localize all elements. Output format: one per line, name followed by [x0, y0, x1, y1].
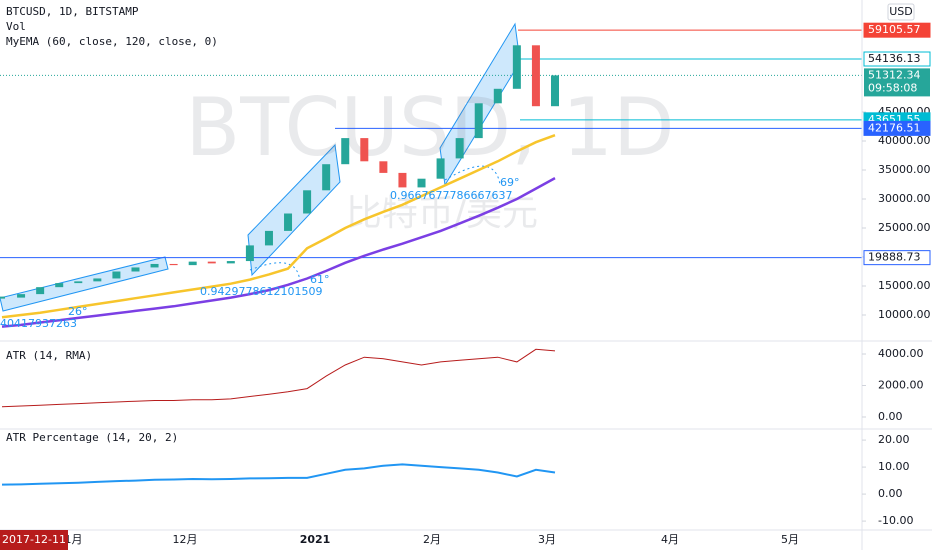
y-tick-label: 35000.00: [878, 163, 931, 176]
price-tag: [863, 120, 931, 136]
price-tag-label: 59105.57: [868, 23, 921, 36]
atr-pct-title: ATR Percentage (14, 20, 2): [6, 431, 178, 444]
candle: [436, 158, 445, 179]
candle: [493, 88, 502, 104]
plot-layer: 26° 61° 69° 0.9429778612101509 0.96676777866…: [0, 29, 862, 486]
atr-pane-line: [1, 348, 556, 408]
price-tag: [863, 250, 931, 266]
watermark-title: BTCUSD, 1D: [185, 81, 674, 174]
price-tag-label: 19888.73: [868, 251, 921, 264]
current-price-tag: [864, 68, 930, 97]
ema-title: MyEMA (60, close, 120, close, 0): [6, 35, 218, 48]
axis-layer: 10000.0015000.0020000.0025000.0030000.00…: [0, 22, 931, 550]
candle: [93, 278, 102, 282]
candle: [0, 296, 5, 299]
y-tick-label: 2000.00: [878, 379, 924, 392]
price-tag-label: 54136.13: [868, 52, 921, 65]
volume-title: Vol: [6, 20, 26, 33]
price-tag: [863, 51, 931, 67]
candle: [150, 263, 159, 268]
y-tick-label: 10.00: [878, 460, 910, 473]
candle: [455, 138, 464, 159]
y-tick-label: 4000.00: [878, 347, 924, 360]
candle: [264, 230, 273, 246]
price-tag-label: 42176.51: [868, 121, 921, 134]
drawing-label: 69°: [500, 176, 520, 189]
candle: [169, 263, 178, 266]
drawing-label: 0.9429778612101509: [200, 285, 322, 298]
drawing-label: 40417937263: [0, 317, 77, 330]
y-tick-label: -10.00: [878, 514, 913, 527]
candle: [55, 283, 64, 288]
crosshair-date-box: [0, 530, 68, 550]
candle: [207, 261, 216, 264]
atr-title: ATR (14, RMA): [6, 349, 92, 362]
drawing-label: 26°: [68, 305, 88, 318]
candle: [512, 45, 521, 89]
candle: [379, 161, 388, 173]
candle: [17, 294, 26, 298]
drawing-label: 0.9667677786667637: [390, 189, 512, 202]
crosshair-date: 2017-12-11: [2, 533, 66, 546]
candle: [474, 103, 483, 139]
candle: [188, 261, 197, 266]
currency[interactable]: USD: [889, 5, 913, 18]
candle: [131, 267, 140, 272]
candle: [74, 281, 83, 284]
price-tag: [863, 22, 931, 38]
candle: [112, 271, 121, 279]
y-tick-label: 40000.00: [878, 134, 931, 147]
ema60-line: [1, 134, 556, 319]
x-tick-label: 2月: [423, 533, 441, 546]
x-tick-label: 5月: [781, 533, 799, 546]
y-tick-label: 10000.00: [878, 308, 931, 321]
atr-pct-pane-line: [1, 463, 556, 486]
candle: [245, 245, 254, 262]
candle: [398, 172, 407, 188]
currency-box[interactable]: [887, 3, 915, 21]
candle: [36, 287, 45, 295]
y-tick-label: 30000.00: [878, 192, 931, 205]
y-tick-label: 0.00: [878, 410, 903, 423]
x-tick-label: 4月: [661, 533, 679, 546]
y-tick-label: 25000.00: [878, 221, 931, 234]
y-tick-label: 20.00: [878, 433, 910, 446]
candle: [303, 190, 312, 214]
x-tick-label: 2021: [300, 533, 331, 546]
countdown: 09:58:08: [868, 81, 917, 94]
x-tick-label: 12月: [173, 533, 198, 546]
candle: [226, 261, 235, 264]
candle: [531, 45, 540, 107]
y-tick-label: 15000.00: [878, 279, 931, 292]
symbol-title: BTCUSD, 1D, BITSTAMP: [6, 5, 139, 18]
channel: [0, 256, 169, 312]
x-tick-label: 3月: [538, 533, 556, 546]
candle: [341, 138, 350, 165]
drawing-label: 61°: [310, 273, 330, 286]
candle: [284, 213, 293, 231]
candle: [417, 178, 426, 188]
ema120-line: [1, 177, 556, 328]
candle: [551, 75, 559, 107]
candle: [360, 138, 369, 162]
current-price: 51312.34: [868, 68, 921, 81]
candle: [322, 164, 331, 191]
y-tick-label: 0.00: [878, 487, 903, 500]
